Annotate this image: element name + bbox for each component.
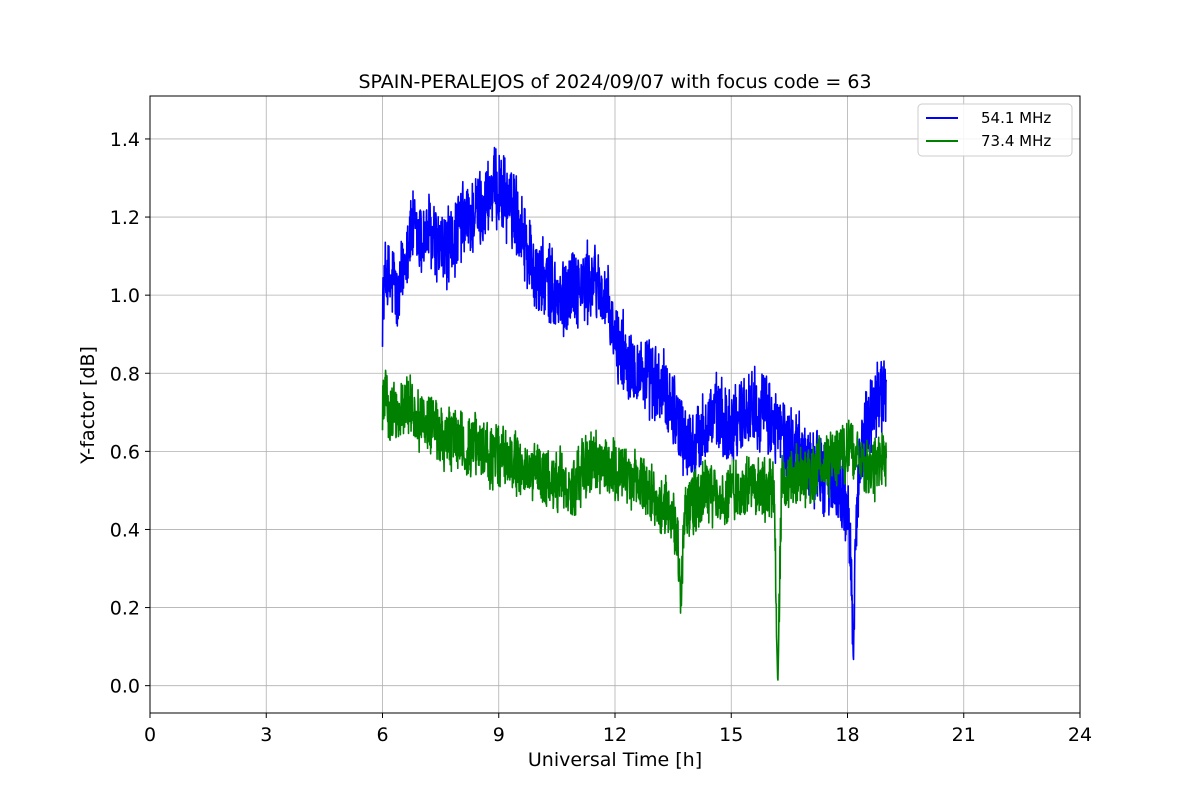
chart-title: SPAIN-PERALEJOS of 2024/09/07 with focus… <box>358 71 871 93</box>
series-line-0 <box>381 146 888 661</box>
x-tick-label: 12 <box>603 724 627 746</box>
legend-label-0: 54.1 MHz <box>981 109 1051 127</box>
x-tick-label: 0 <box>144 724 156 746</box>
x-axis-label: Universal Time [h] <box>528 749 702 771</box>
y-tick-label: 1.4 <box>110 129 140 151</box>
x-tick-label: 9 <box>493 724 505 746</box>
x-tick-label: 18 <box>835 724 859 746</box>
axis-ticks: 0 3 6 9 12 15 18 21 24 0.0 0.2 0.4 0.6 0.8 1.0 1.2 1.4 <box>110 129 1092 746</box>
y-tick-label: 0.8 <box>110 363 140 385</box>
x-tick-label: 24 <box>1068 724 1092 746</box>
x-tick-label: 3 <box>260 724 272 746</box>
series-lines <box>381 146 888 681</box>
y-tick-label: 1.0 <box>110 285 140 307</box>
y-tick-label: 0.2 <box>110 598 140 620</box>
y-tick-label: 0.0 <box>110 676 140 698</box>
y-axis-label: Y-factor [dB] <box>77 346 99 465</box>
legend: 54.1 MHz 73.4 MHz <box>917 103 1073 157</box>
legend-label-1: 73.4 MHz <box>981 132 1051 150</box>
y-tick-label: 0.6 <box>110 441 140 463</box>
x-tick-label: 15 <box>719 724 743 746</box>
x-tick-label: 6 <box>376 724 388 746</box>
grid-lines <box>149 96 1081 713</box>
y-tick-label: 0.4 <box>110 519 140 541</box>
series-line-1 <box>381 369 888 681</box>
x-tick-label: 21 <box>952 724 976 746</box>
y-tick-label: 1.2 <box>110 207 140 229</box>
